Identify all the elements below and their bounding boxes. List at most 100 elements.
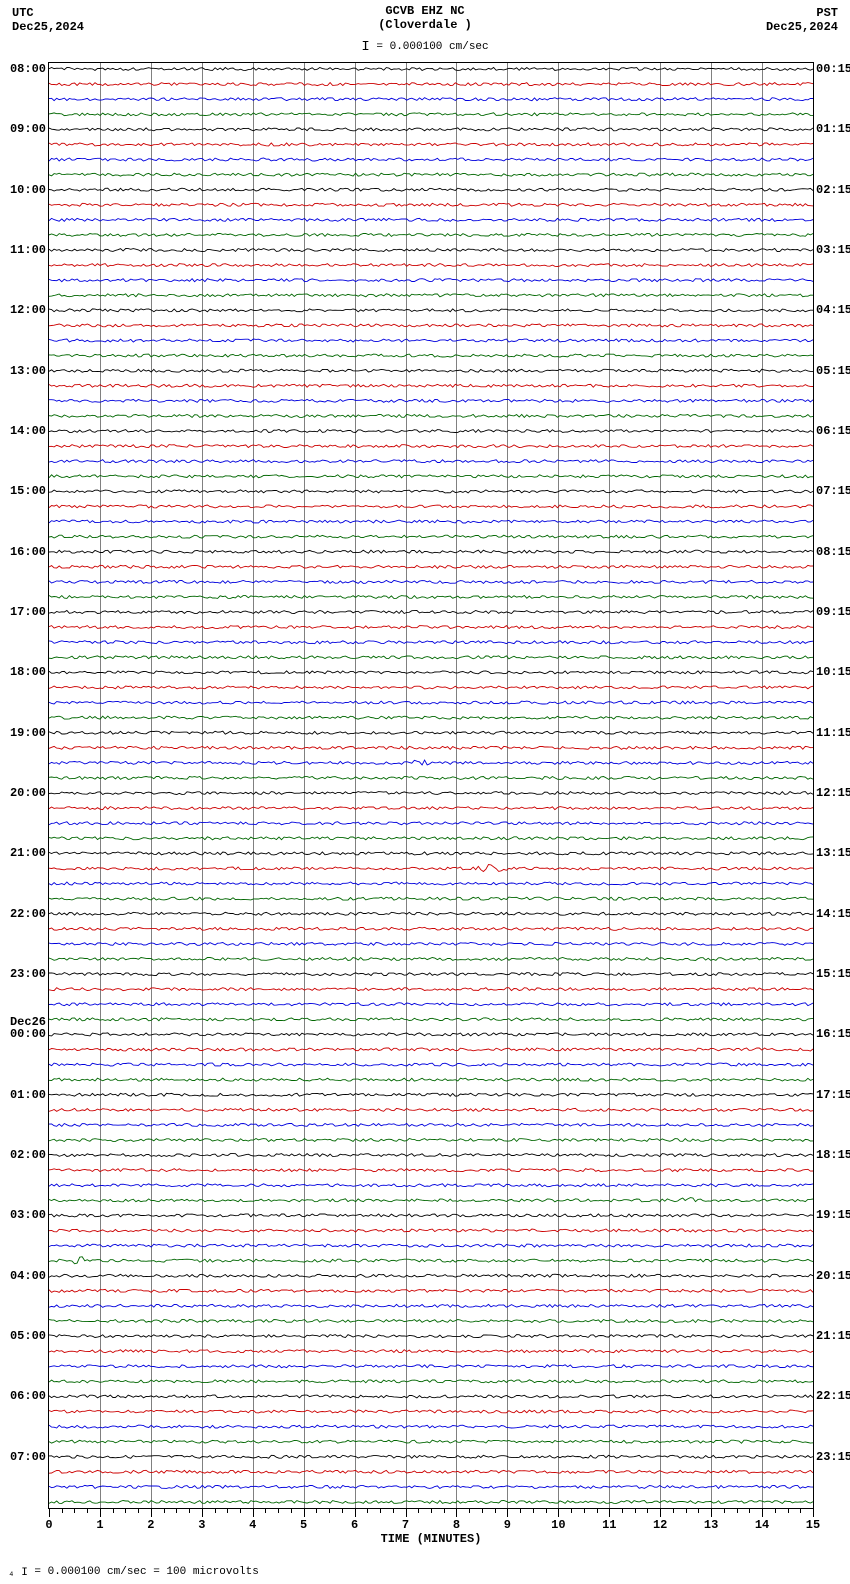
seismic-trace	[49, 233, 813, 236]
utc-time-label: 15:00	[10, 484, 46, 498]
x-tick-label: 0	[45, 1518, 52, 1532]
seismic-trace	[49, 550, 813, 553]
seismic-trace	[49, 973, 813, 976]
x-tick-minor	[418, 1508, 419, 1513]
x-tick-major	[355, 1508, 356, 1517]
seismic-trace	[49, 475, 813, 478]
x-tick-minor	[724, 1508, 725, 1513]
x-tick-minor	[74, 1508, 75, 1513]
pst-time-label: 11:15	[816, 726, 850, 740]
x-tick-minor	[647, 1508, 648, 1513]
x-tick-minor	[533, 1508, 534, 1513]
seismic-trace	[49, 580, 813, 583]
seismic-trace	[49, 83, 813, 86]
seismic-trace	[49, 1320, 813, 1323]
x-axis-label: TIME (MINUTES)	[381, 1532, 482, 1546]
pst-time-label: 22:15	[816, 1389, 850, 1403]
pst-time-label: 14:15	[816, 907, 850, 921]
utc-time-label: 03:00	[10, 1208, 46, 1222]
pst-time-label: 06:15	[816, 424, 850, 438]
seismic-trace	[49, 354, 813, 357]
x-tick-minor	[125, 1508, 126, 1513]
x-tick-minor	[788, 1508, 789, 1513]
seismic-trace	[49, 414, 813, 417]
seismic-trace	[49, 1440, 813, 1443]
seismic-trace	[49, 596, 813, 599]
pst-time-label: 12:15	[816, 786, 850, 800]
seismic-trace	[49, 1425, 813, 1428]
seismic-trace	[49, 641, 813, 644]
seismic-trace	[49, 309, 813, 312]
utc-tz-label: UTC	[12, 6, 84, 20]
seismic-trace	[49, 1410, 813, 1413]
x-tick-minor	[597, 1508, 598, 1513]
seismic-trace	[49, 98, 813, 101]
utc-date: Dec25,2024	[12, 20, 84, 34]
seismic-trace	[49, 671, 813, 674]
trace-canvas	[49, 63, 813, 1508]
seismic-trace	[49, 958, 813, 961]
header-pst: PST Dec25,2024	[766, 6, 838, 35]
x-tick-label: 12	[653, 1518, 667, 1532]
seismic-trace	[49, 1257, 813, 1264]
seismic-trace	[49, 837, 813, 840]
seismic-trace	[49, 760, 813, 765]
utc-time-label: 12:00	[10, 303, 46, 317]
utc-time-label: 02:00	[10, 1148, 46, 1162]
pst-time-label: 05:15	[816, 364, 850, 378]
pst-time-label: 16:15	[816, 1027, 850, 1041]
x-tick-major	[813, 1508, 814, 1517]
seismic-trace	[49, 203, 813, 206]
pst-time-label: 10:15	[816, 665, 850, 679]
x-tick-minor	[113, 1508, 114, 1513]
seismic-trace	[49, 128, 813, 131]
seismic-trace	[49, 686, 813, 689]
pst-time-label: 13:15	[816, 846, 850, 860]
utc-time-label: 19:00	[10, 726, 46, 740]
seismic-trace	[49, 1169, 813, 1172]
x-tick-minor	[164, 1508, 165, 1513]
seismic-trace	[49, 1470, 813, 1473]
x-tick-minor	[278, 1508, 279, 1513]
x-tick-minor	[291, 1508, 292, 1513]
x-tick-label: 7	[402, 1518, 409, 1532]
seismic-trace	[49, 1139, 813, 1142]
seismic-trace	[49, 445, 813, 448]
x-tick-minor	[393, 1508, 394, 1513]
utc-time-label: 16:00	[10, 545, 46, 559]
seismic-trace	[49, 1485, 813, 1488]
seismic-trace	[49, 1365, 813, 1368]
x-tick-minor	[469, 1508, 470, 1513]
seismic-trace	[49, 1018, 813, 1021]
pst-time-label: 08:15	[816, 545, 850, 559]
x-tick-major	[100, 1508, 101, 1517]
seismic-trace	[49, 1078, 813, 1081]
x-tick-minor	[215, 1508, 216, 1513]
seismic-trace	[49, 1093, 813, 1096]
seismic-trace	[49, 822, 813, 825]
seismic-trace	[49, 1501, 813, 1504]
utc-time-label: 00:00	[10, 1027, 46, 1041]
seismic-trace	[49, 565, 813, 568]
seismic-trace	[49, 1274, 813, 1277]
pst-tz-label: PST	[766, 6, 838, 20]
x-tick-label: 4	[249, 1518, 256, 1532]
x-tick-major	[507, 1508, 508, 1517]
utc-time-label: 07:00	[10, 1450, 46, 1464]
utc-time-label: 06:00	[10, 1389, 46, 1403]
seismic-trace	[49, 882, 813, 885]
x-tick-minor	[176, 1508, 177, 1513]
seismic-trace	[49, 173, 813, 176]
seismic-trace	[49, 611, 813, 614]
x-tick-minor	[749, 1508, 750, 1513]
seismic-trace	[49, 746, 813, 749]
utc-time-label: 13:00	[10, 364, 46, 378]
x-tick-minor	[367, 1508, 368, 1513]
x-tick-minor	[431, 1508, 432, 1513]
x-tick-minor	[800, 1508, 801, 1513]
seismogram-container: UTC Dec25,2024 GCVB EHZ NC (Cloverdale )…	[0, 0, 850, 1584]
date-marker: Dec26	[10, 1015, 46, 1029]
utc-time-label: 14:00	[10, 424, 46, 438]
seismic-trace	[49, 777, 813, 780]
pst-time-label: 04:15	[816, 303, 850, 317]
